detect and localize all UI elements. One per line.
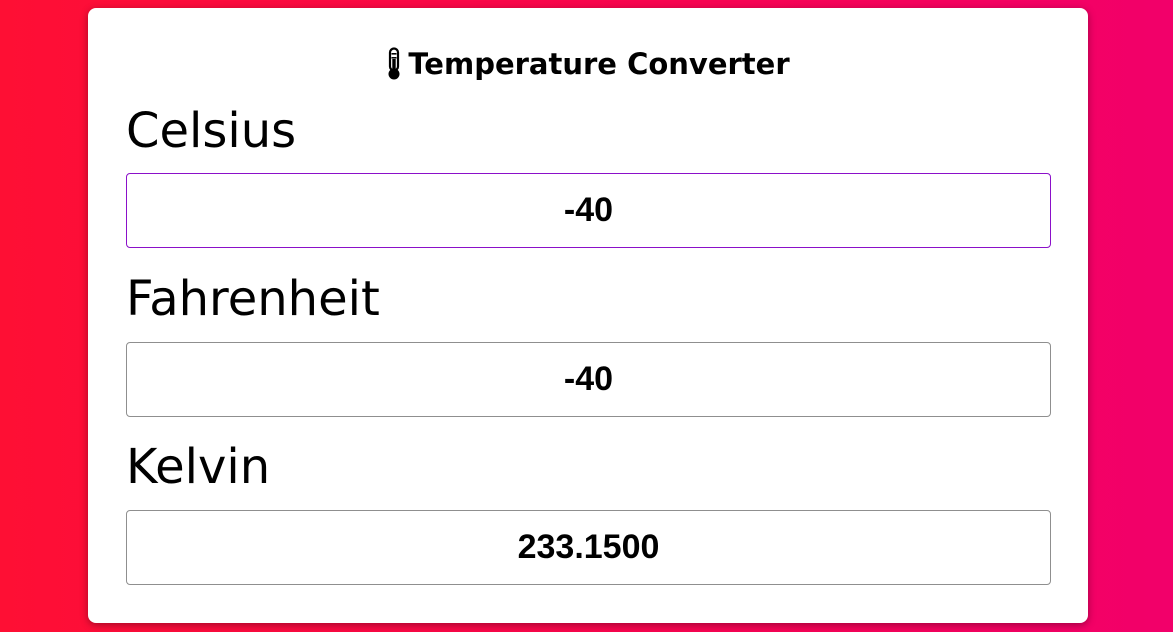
title-text: Temperature Converter	[408, 47, 790, 81]
celsius-label: Celsius	[126, 103, 297, 159]
thermometer-icon	[388, 47, 400, 80]
celsius-input[interactable]	[126, 173, 1051, 248]
fahrenheit-input[interactable]	[126, 342, 1051, 417]
fahrenheit-label: Fahrenheit	[126, 271, 380, 327]
kelvin-input[interactable]	[126, 510, 1051, 585]
page-title: Temperature Converter	[88, 44, 1088, 84]
kelvin-label: Kelvin	[126, 439, 271, 495]
converter-card: Temperature Converter Celsius Fahrenheit…	[88, 8, 1088, 623]
